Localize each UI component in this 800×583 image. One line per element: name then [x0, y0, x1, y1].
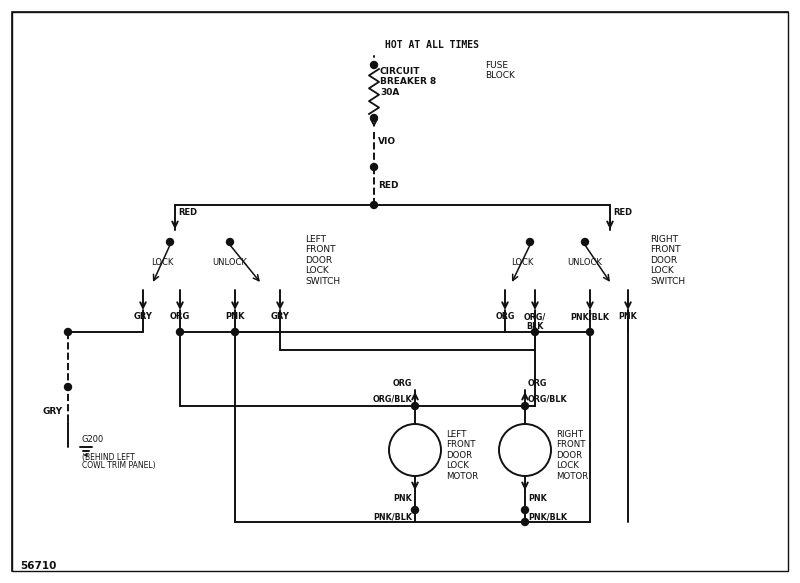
Text: PNK: PNK — [226, 312, 245, 321]
Text: RIGHT
FRONT
DOOR
LOCK
SWITCH: RIGHT FRONT DOOR LOCK SWITCH — [650, 235, 685, 286]
Text: LEFT
FRONT
DOOR
LOCK
SWITCH: LEFT FRONT DOOR LOCK SWITCH — [305, 235, 340, 286]
Circle shape — [411, 507, 418, 514]
Circle shape — [65, 384, 71, 391]
Text: G200: G200 — [82, 435, 104, 444]
Circle shape — [226, 238, 234, 245]
Text: RIGHT
FRONT
DOOR
LOCK
MOTOR: RIGHT FRONT DOOR LOCK MOTOR — [556, 430, 588, 480]
Circle shape — [177, 328, 183, 335]
Circle shape — [499, 424, 551, 476]
Text: ORG: ORG — [393, 379, 412, 388]
Text: RED: RED — [178, 208, 197, 217]
Bar — [356, 57, 481, 130]
Text: COWL TRIM PANEL): COWL TRIM PANEL) — [82, 461, 156, 470]
Circle shape — [522, 518, 529, 525]
Circle shape — [231, 328, 238, 335]
Text: ORG: ORG — [495, 312, 514, 321]
Text: UNLOCK: UNLOCK — [213, 258, 247, 267]
Text: ORG/BLK: ORG/BLK — [372, 395, 412, 404]
Text: ORG: ORG — [528, 379, 547, 388]
Text: PNK/BLK: PNK/BLK — [528, 512, 567, 521]
Text: PNK: PNK — [528, 494, 546, 503]
Text: ORG: ORG — [170, 312, 190, 321]
Text: GRY: GRY — [270, 312, 290, 321]
Circle shape — [411, 402, 418, 409]
Text: LOCK: LOCK — [511, 258, 533, 267]
Circle shape — [582, 238, 589, 245]
Text: GRY: GRY — [43, 408, 63, 416]
Circle shape — [586, 328, 594, 335]
Text: RED: RED — [613, 208, 632, 217]
Bar — [125, 230, 300, 290]
Circle shape — [65, 328, 71, 335]
Text: PNK: PNK — [394, 494, 412, 503]
Text: RED: RED — [378, 181, 398, 189]
Text: 56710: 56710 — [20, 561, 56, 571]
Text: ORG/BLK: ORG/BLK — [528, 395, 568, 404]
Circle shape — [166, 238, 174, 245]
Circle shape — [370, 61, 378, 68]
Text: FUSE
BLOCK: FUSE BLOCK — [485, 61, 515, 80]
Circle shape — [531, 328, 538, 335]
Text: M: M — [518, 442, 533, 458]
Text: V: V — [409, 442, 421, 458]
Text: (BEHIND LEFT: (BEHIND LEFT — [82, 453, 134, 462]
Circle shape — [370, 163, 378, 170]
Text: PNK: PNK — [618, 312, 638, 321]
Text: LEFT
FRONT
DOOR
LOCK
MOTOR: LEFT FRONT DOOR LOCK MOTOR — [446, 430, 478, 480]
Text: VIO: VIO — [378, 138, 396, 146]
Bar — [356, 34, 508, 56]
Circle shape — [389, 424, 441, 476]
Text: PNK/BLK: PNK/BLK — [570, 312, 610, 321]
Text: ORG/
BLK: ORG/ BLK — [524, 312, 546, 331]
Circle shape — [370, 114, 378, 121]
Text: UNLOCK: UNLOCK — [567, 258, 602, 267]
Circle shape — [370, 202, 378, 209]
Bar — [490, 230, 645, 290]
Text: HOT AT ALL TIMES: HOT AT ALL TIMES — [385, 40, 479, 50]
Text: GRY: GRY — [134, 312, 153, 321]
Text: LOCK: LOCK — [151, 258, 173, 267]
Text: PNK/BLK: PNK/BLK — [373, 512, 412, 521]
Circle shape — [522, 507, 529, 514]
Circle shape — [526, 238, 534, 245]
Text: CIRCUIT
BREAKER 8
30A: CIRCUIT BREAKER 8 30A — [380, 67, 436, 97]
Circle shape — [522, 402, 529, 409]
